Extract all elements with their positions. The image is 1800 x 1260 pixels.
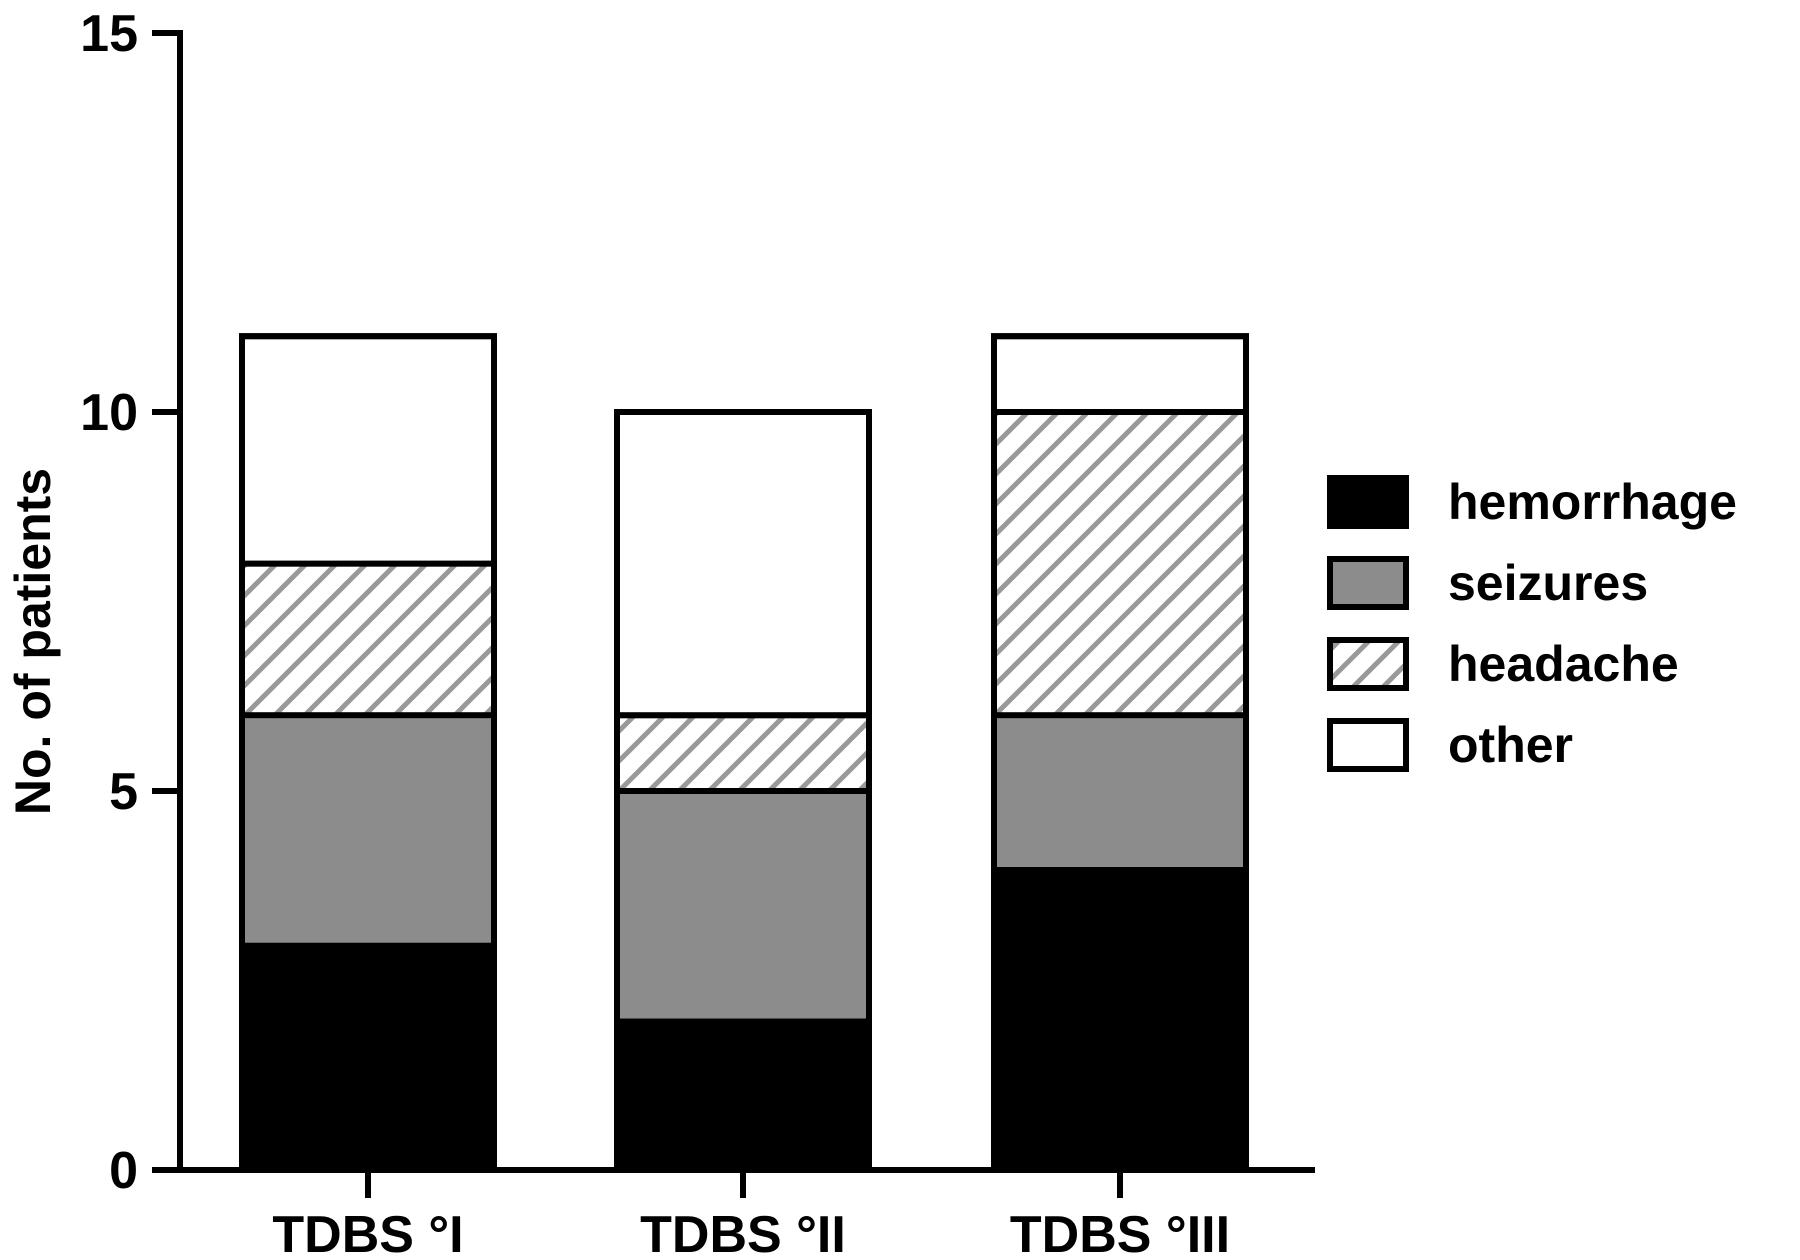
legend-swatch-hemorrhage <box>1327 475 1409 529</box>
bar-segment-hemorrhage-tdbs-iii <box>994 866 1246 1170</box>
legend-swatch-other <box>1327 718 1409 772</box>
y-tick-label-0: 0 <box>109 1142 138 1200</box>
y-tick-label-5: 5 <box>109 763 138 821</box>
legend: hemorrhage seizures headache other <box>1327 474 1737 773</box>
bar-segment-other-tdbs-iii <box>991 333 1249 416</box>
bar-segment-hemorrhage-tdbs-i <box>242 942 494 1170</box>
legend-label-hemorrhage: hemorrhage <box>1448 474 1737 530</box>
legend-label-other: other <box>1448 717 1573 773</box>
legend-label-headache: headache <box>1448 636 1679 692</box>
bar-segment-hemorrhage-tdbs-ii <box>617 1018 869 1170</box>
bar-segment-headache-tdbs-i <box>239 560 497 719</box>
bars-layer <box>239 333 1249 1173</box>
axes-layer: 0 5 10 15 TDBS °I TDBS °II TDBS °III No. of pat… <box>5 5 1315 1260</box>
x-tick-label-tdbs-ii: TDBS °II <box>640 1206 846 1260</box>
y-tick-label-10: 10 <box>80 384 138 442</box>
legend-swatch-headache <box>1327 637 1409 691</box>
bar-segment-seizures-tdbs-iii <box>994 715 1246 867</box>
bar-segment-headache-tdbs-ii <box>614 712 872 795</box>
bar-segment-seizures-tdbs-i <box>242 715 494 943</box>
bar-segment-headache-tdbs-iii <box>991 409 1249 719</box>
x-tick-label-tdbs-iii: TDBS °III <box>1010 1206 1230 1260</box>
legend-label-seizures: seizures <box>1448 555 1648 611</box>
bar-segment-other-tdbs-ii <box>614 409 872 719</box>
y-tick-label-15: 15 <box>80 5 138 63</box>
bar-segment-seizures-tdbs-ii <box>617 791 869 1019</box>
y-axis-title: No. of patients <box>5 468 61 815</box>
legend-swatch-seizures <box>1327 556 1409 610</box>
bar-segment-other-tdbs-i <box>239 333 497 567</box>
x-tick-label-tdbs-i: TDBS °I <box>272 1206 463 1260</box>
